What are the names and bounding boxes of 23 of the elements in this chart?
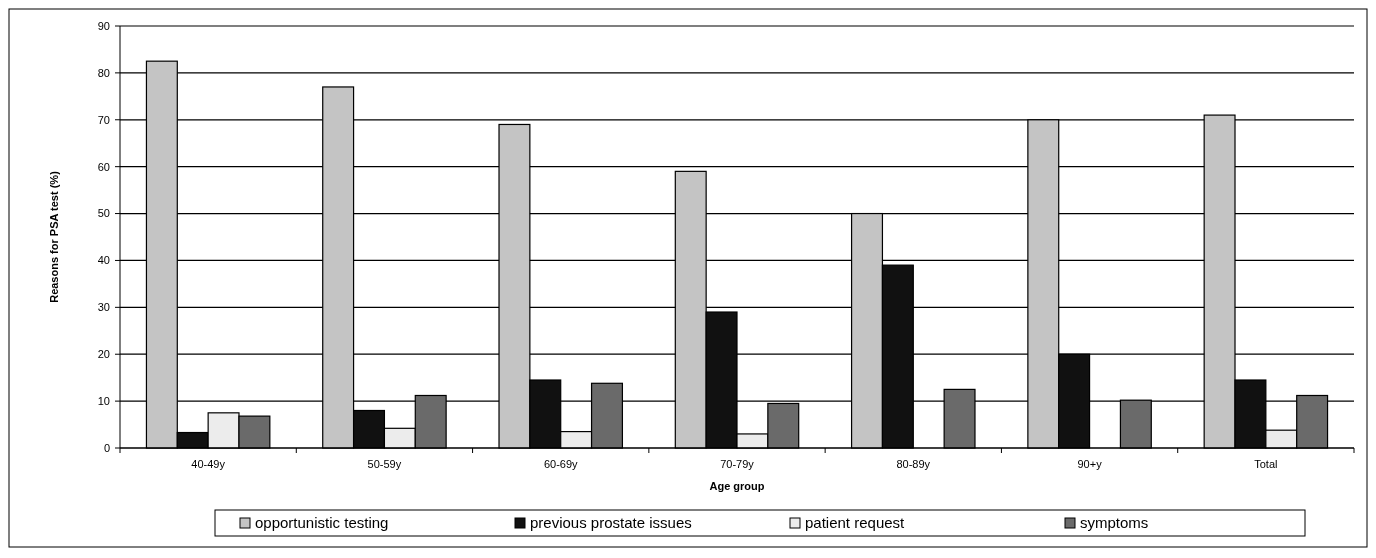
legend-label: previous prostate issues (530, 513, 692, 531)
x-axis-title: Age group (709, 480, 765, 492)
x-tick-label: 90+y (1077, 458, 1103, 470)
y-axis-title: Reasons for PSA test (%) (48, 170, 60, 303)
y-tick-label: 30 (97, 301, 110, 314)
x-tick-label: Total (1254, 458, 1278, 470)
y-tick-label: 0 (103, 441, 110, 454)
y-tick-label: 80 (97, 66, 110, 79)
x-tick-label: 80-89y (896, 458, 931, 470)
y-tick-label: 90 (97, 19, 110, 32)
y-tick-label: 20 (97, 348, 110, 361)
x-tick-label: 60-69y (543, 458, 579, 470)
x-tick-label: 50-59y (367, 458, 402, 470)
y-tick-label: 50 (97, 207, 110, 220)
x-tick-label: 70-79y (720, 458, 755, 470)
y-tick-label: 10 (97, 394, 110, 407)
legend-label: symptoms (1080, 513, 1149, 531)
x-tick-label: 40-49y (191, 458, 226, 470)
y-tick-label: 40 (97, 254, 110, 267)
legend-label: patient request (805, 513, 906, 531)
y-tick-label: 60 (97, 160, 110, 173)
y-tick-label: 70 (97, 113, 110, 126)
legend-label: opportunistic testing (255, 513, 389, 531)
